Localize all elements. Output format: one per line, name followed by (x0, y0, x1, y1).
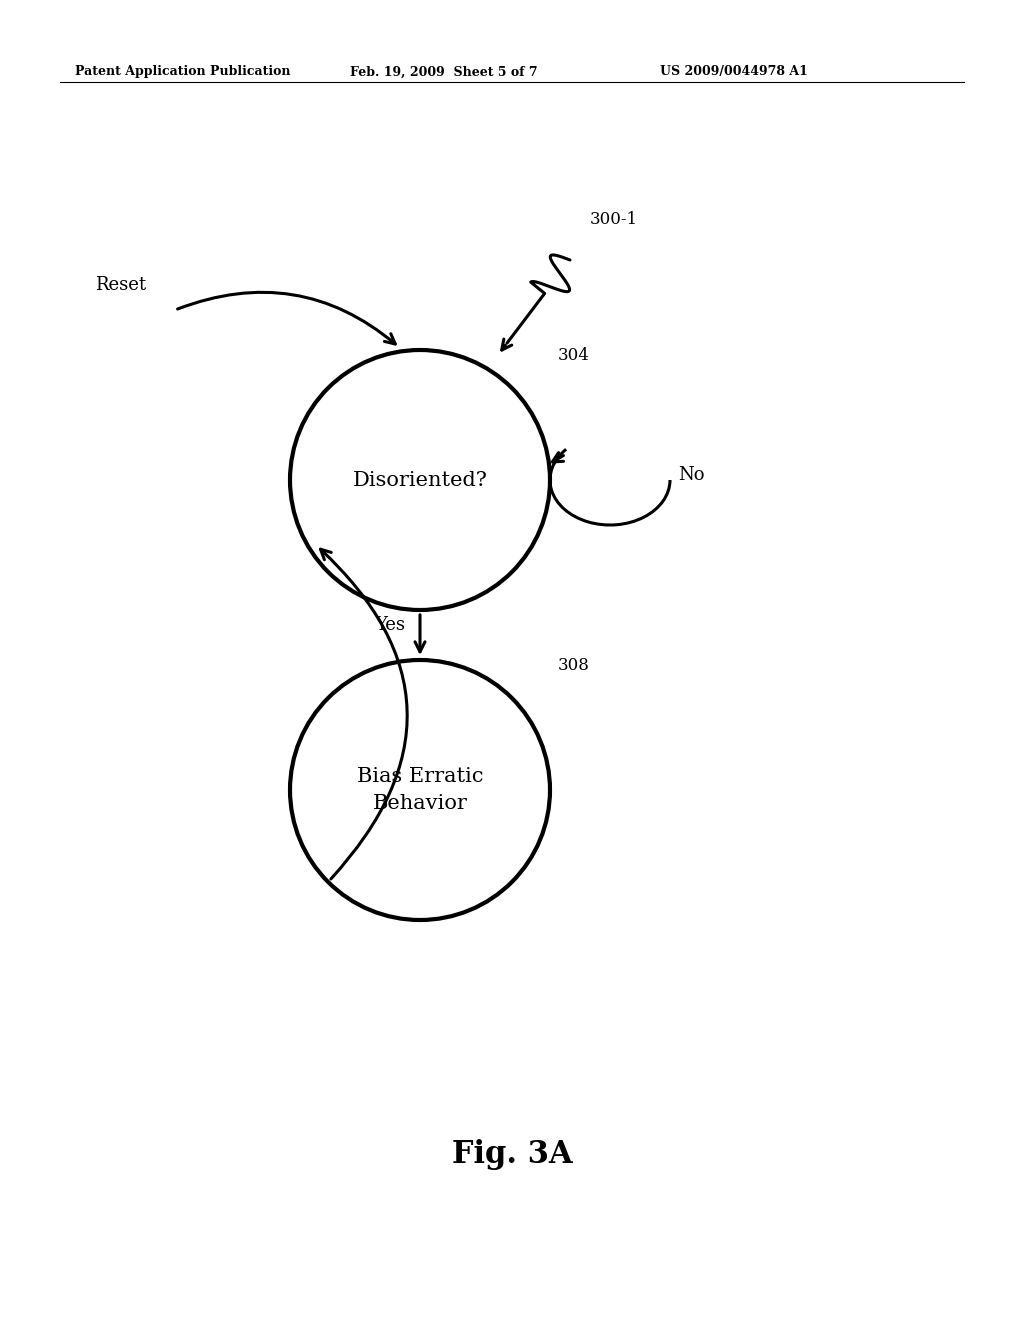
Text: Fig. 3A: Fig. 3A (452, 1139, 572, 1171)
Text: 308: 308 (558, 657, 590, 675)
Circle shape (290, 350, 550, 610)
Text: Patent Application Publication: Patent Application Publication (75, 66, 291, 78)
Text: Yes: Yes (375, 616, 406, 634)
Text: US 2009/0044978 A1: US 2009/0044978 A1 (660, 66, 808, 78)
Text: Bias Erratic
Behavior: Bias Erratic Behavior (356, 767, 483, 813)
Text: No: No (678, 466, 705, 484)
Text: 304: 304 (558, 347, 590, 364)
Text: Feb. 19, 2009  Sheet 5 of 7: Feb. 19, 2009 Sheet 5 of 7 (350, 66, 538, 78)
Text: Disoriented?: Disoriented? (352, 470, 487, 490)
Text: Reset: Reset (95, 276, 146, 294)
Circle shape (290, 660, 550, 920)
Text: 300-1: 300-1 (590, 211, 638, 228)
